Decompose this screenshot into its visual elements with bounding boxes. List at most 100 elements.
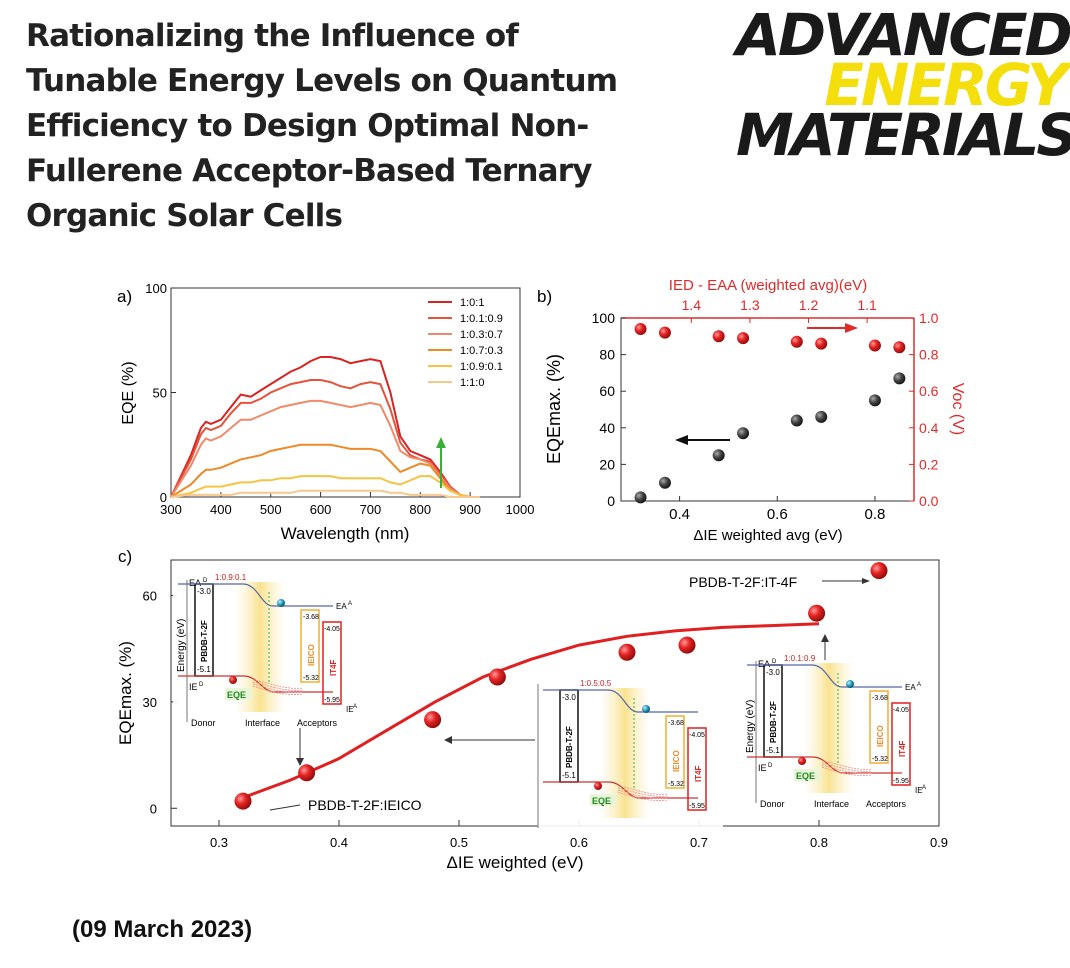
energy-axis-label: Energy (eV): [176, 619, 187, 672]
interface-label: Interface: [814, 799, 849, 809]
d-lumo: -3.0: [766, 668, 780, 677]
y2-tick-label: 0.0: [919, 493, 939, 509]
d-lumo: -3.0: [562, 693, 576, 702]
y-tick-label: 60: [143, 588, 157, 603]
data-point: [424, 711, 442, 729]
data-point: [737, 427, 750, 440]
acceptor1-name: IEICO: [307, 644, 316, 666]
x-tick-label: 700: [360, 502, 382, 517]
ie-a-label: IE: [346, 705, 354, 714]
data-point: [678, 636, 696, 654]
paper-title: Rationalizing the Influence of Tunable E…: [26, 14, 716, 239]
x-tick-label: 0.4: [330, 835, 348, 850]
y-tick-label: 0: [607, 493, 615, 509]
y-tick-label: 80: [599, 347, 615, 363]
series-line: [170, 475, 481, 498]
x-tick-label: 0.3: [210, 835, 228, 850]
y-tick-label: 20: [599, 456, 615, 472]
x-tick-label: 800: [409, 502, 431, 517]
a2-lumo: -4.05: [689, 732, 705, 739]
logo-line-advanced: ADVANCED: [736, 1, 1070, 69]
acceptor2-name: IT4F: [898, 740, 907, 757]
acceptor1-name: IEICO: [672, 750, 681, 772]
a1-homo: -5.32: [872, 756, 888, 763]
x-tick-label: 600: [310, 502, 332, 517]
series-line: [170, 356, 481, 498]
ie-a-sup: A: [922, 785, 926, 791]
hole-ball: [594, 782, 602, 790]
panel-label-c: c): [118, 547, 132, 566]
ea-a-label: EA: [336, 602, 347, 611]
ea-d-label: EA: [189, 578, 201, 588]
data-point: [737, 332, 750, 345]
data-point: [658, 476, 671, 489]
ea-d-sup: D: [772, 659, 777, 665]
panel-c-x-label: ΔIE weighted (eV): [446, 853, 583, 872]
panel-b-y-label: EQEmax. (%): [544, 354, 564, 464]
data-point: [634, 322, 647, 335]
energy-diagram-inset: PBDB-T-2F -3.0 -5.1 1:0.5:0.5 IEICO -3.68 -5.3…: [537, 678, 723, 833]
a2-homo: -5.95: [689, 803, 705, 810]
eqe-label: EQE: [227, 690, 246, 700]
y-tick-label: 0: [160, 490, 167, 505]
y2-tick-label: 0.2: [919, 456, 939, 472]
panel-b-chart: 0.4 0.6 0.8 0 20 40 60 80 100 0.0 0.2 0.4 0.6 0.8 1.0 1…: [544, 277, 966, 544]
x2-tick-label: 1.1: [857, 297, 877, 313]
data-point: [634, 491, 647, 504]
ie-d-sup: D: [199, 682, 204, 688]
legend-label: 1:0.9:0.1: [460, 361, 503, 373]
series-line: [170, 379, 481, 498]
electron-ball: [642, 705, 650, 713]
x-tick-label: 0.8: [810, 835, 828, 850]
y2-tick-label: 0.4: [919, 420, 939, 436]
panel-c-fit-curve: [242, 622, 820, 800]
series-line: [170, 399, 481, 498]
d-homo: -5.1: [562, 771, 576, 780]
donor-name: PBDB-T-2F: [769, 701, 778, 743]
data-point: [868, 339, 881, 352]
x2-tick-label: 1.2: [799, 297, 819, 313]
y-tick-label: 100: [592, 310, 616, 326]
x-tick-label: 400: [210, 502, 232, 517]
ie-a-label: IE: [915, 786, 923, 795]
x-tick-label: 0.6: [767, 506, 788, 523]
panel-b-y2-label: Voc (V): [949, 383, 966, 435]
y-tick-label: 100: [145, 281, 167, 296]
a2-homo: -5.95: [893, 778, 909, 785]
logo-line-materials: MATERIALS: [736, 101, 1070, 169]
acceptor2-name: IT4F: [694, 765, 703, 782]
y2-tick-label: 1.0: [919, 310, 939, 326]
acceptor2-name: IT4F: [329, 659, 338, 676]
eqe-label: EQE: [592, 796, 611, 806]
journal-logo: ADVANCED ENERGY MATERIALS: [736, 1, 1070, 169]
y2-tick-label: 0.6: [919, 383, 939, 399]
x-tick-label: 300: [160, 502, 182, 517]
a1-lumo: -3.68: [303, 614, 319, 621]
acceptors-label: Acceptors: [866, 799, 907, 809]
panel-c-chart: 0.3 0.4 0.5 0.6 0.7 0.8 0.9 0 30 60 EQEmax. (%) Δ…: [116, 559, 948, 872]
legend-label: 1:0.3:0.7: [460, 329, 503, 341]
ea-d-sup: D: [203, 578, 208, 584]
a1-homo: -5.32: [668, 781, 684, 788]
data-point: [488, 668, 506, 686]
x-tick-label: 0.7: [690, 835, 708, 850]
interface-label: Interface: [245, 718, 280, 728]
data-point: [618, 643, 636, 661]
data-point: [712, 330, 725, 343]
d-lumo: -3.0: [197, 587, 211, 596]
ie-a-sup: A: [353, 704, 357, 710]
donor-label: Donor: [760, 799, 785, 809]
title-line: Efficiency to Design Optimal Non-: [26, 108, 589, 144]
y2-tick-label: 0.8: [919, 347, 939, 363]
series-line: [170, 489, 481, 498]
eqe-label: EQE: [796, 771, 815, 781]
title-line: Organic Solar Cells: [26, 198, 343, 234]
hole-ball: [229, 676, 237, 684]
d-homo: -5.1: [197, 665, 211, 674]
data-point: [893, 341, 906, 354]
x-tick-label: 0.6: [570, 835, 588, 850]
data-point: [658, 326, 671, 339]
title-line: Tunable Energy Levels on Quantum: [26, 63, 618, 99]
panel-label-a: a): [117, 287, 132, 306]
